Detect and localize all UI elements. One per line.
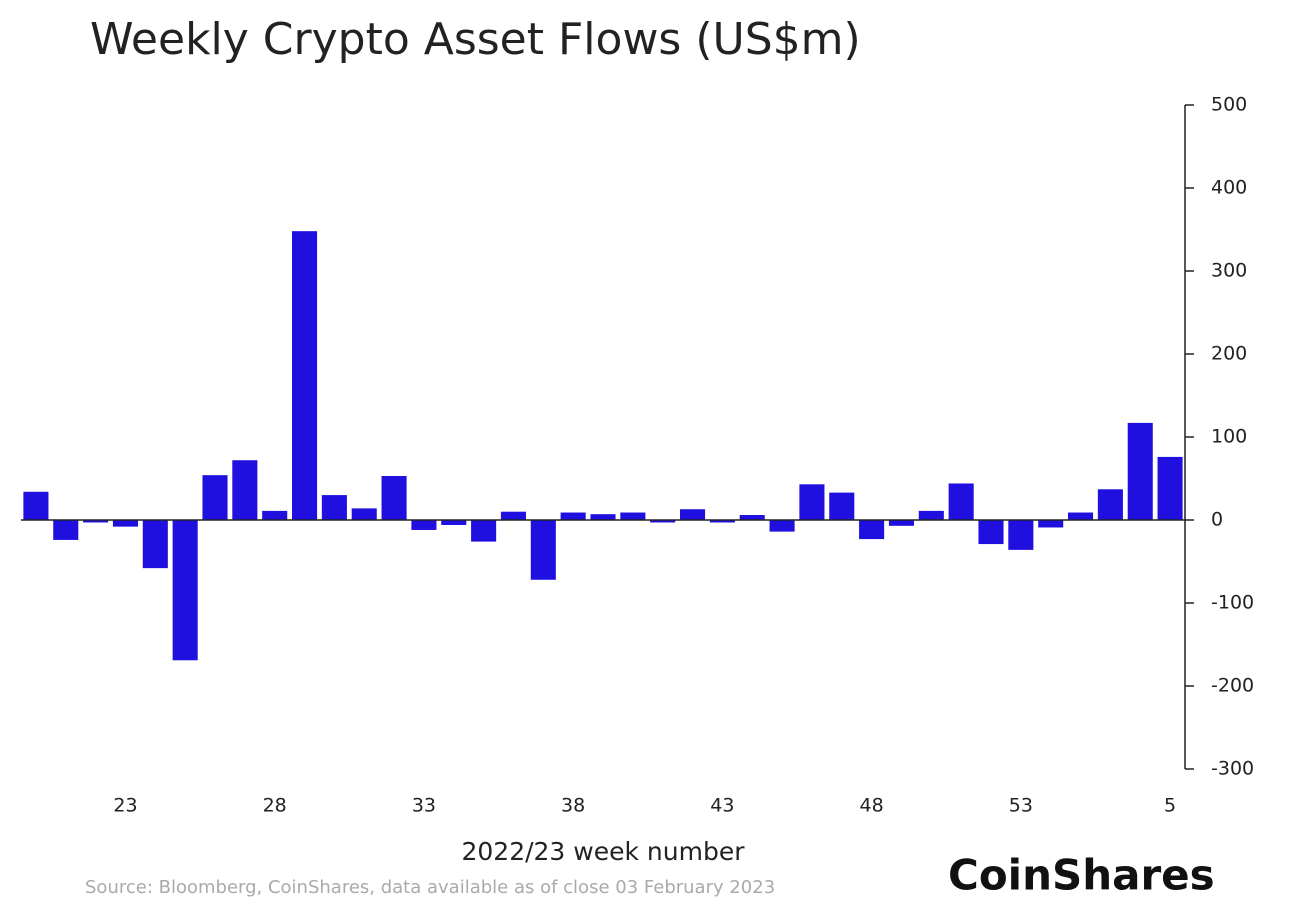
bar <box>709 520 735 523</box>
source-note: Source: Bloomberg, CoinShares, data avai… <box>85 877 775 898</box>
bar <box>769 520 795 532</box>
x-tick-label: 5 <box>1164 795 1176 817</box>
bar <box>202 475 228 520</box>
bar <box>23 491 49 520</box>
bar <box>739 515 765 520</box>
bar <box>530 520 556 580</box>
bar <box>1068 512 1094 520</box>
bar <box>918 510 944 520</box>
bar <box>978 520 1004 545</box>
bar <box>321 495 347 520</box>
brand-logo: CoinShares <box>948 851 1215 900</box>
x-tick-label: 53 <box>1009 795 1033 817</box>
bar <box>590 514 616 520</box>
bar <box>83 520 109 523</box>
y-tick-label: 0 <box>1211 509 1223 531</box>
bar <box>560 512 586 520</box>
bar <box>620 512 646 520</box>
bar <box>441 520 467 525</box>
bar <box>1008 520 1034 550</box>
bar <box>292 231 318 520</box>
bar <box>262 510 288 520</box>
y-tick-label: 400 <box>1211 177 1247 199</box>
bar <box>53 520 79 540</box>
x-axis-label: 2022/23 week number <box>461 837 745 866</box>
bar <box>381 476 407 520</box>
x-tick-label: 38 <box>561 795 585 817</box>
bar <box>351 508 377 520</box>
x-tick-label: 23 <box>113 795 137 817</box>
y-tick-label: -100 <box>1211 592 1254 614</box>
x-tick-label: 33 <box>412 795 436 817</box>
x-tick-label: 48 <box>860 795 884 817</box>
bar <box>948 483 974 520</box>
bar <box>471 520 497 542</box>
bar <box>500 511 526 520</box>
y-tick-label: 100 <box>1211 426 1247 448</box>
bar <box>1038 520 1064 528</box>
bar <box>888 520 914 526</box>
y-tick-label: 300 <box>1211 260 1247 282</box>
bar <box>680 509 706 520</box>
y-tick-label: 200 <box>1211 343 1247 365</box>
bar <box>1157 456 1183 520</box>
bar <box>112 520 138 527</box>
bar <box>859 520 885 540</box>
x-tick-label: 28 <box>263 795 287 817</box>
chart-title: Weekly Crypto Asset Flows (US$m) <box>90 14 861 65</box>
y-tick-label: -300 <box>1211 758 1254 780</box>
bar <box>1127 422 1153 520</box>
bar <box>829 492 855 520</box>
bar <box>799 484 825 520</box>
bar <box>650 520 676 523</box>
bar <box>172 520 198 661</box>
bar <box>232 460 258 520</box>
bar <box>1097 489 1123 520</box>
x-tick-label: 43 <box>710 795 734 817</box>
bar <box>411 520 437 530</box>
bar <box>142 520 168 569</box>
y-tick-label: 500 <box>1211 94 1247 116</box>
y-tick-label: -200 <box>1211 675 1254 697</box>
